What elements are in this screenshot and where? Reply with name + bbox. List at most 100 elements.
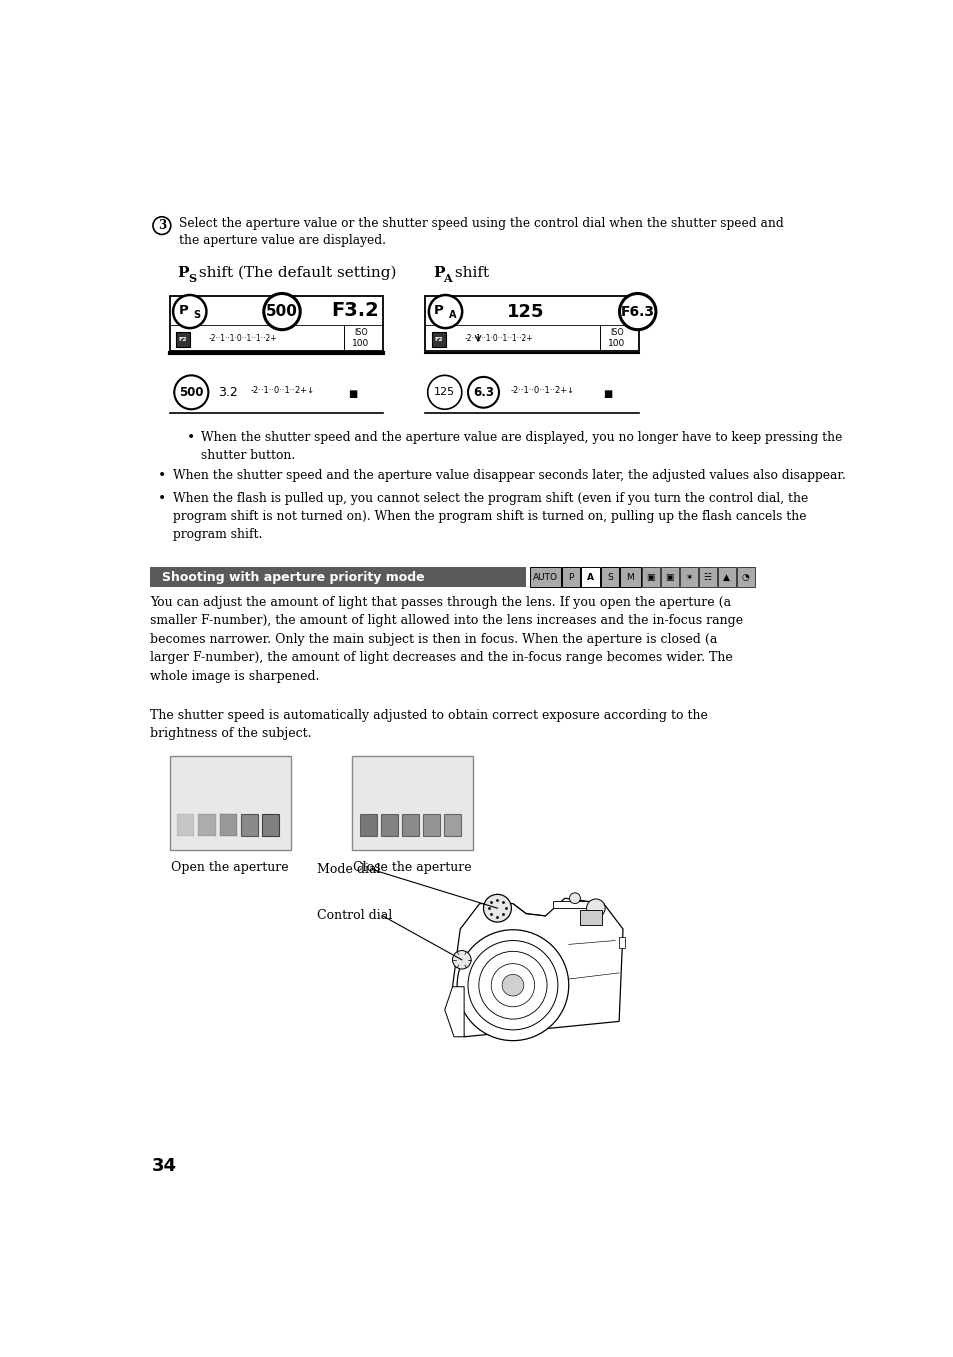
Circle shape <box>468 940 558 1030</box>
Bar <box>170 756 291 849</box>
Text: -2··1··1·0··1··1··2+: -2··1··1·0··1··1··2+ <box>464 334 533 343</box>
Text: F6.3: F6.3 <box>620 304 654 319</box>
Text: ▣: ▣ <box>664 573 673 582</box>
Text: P: P <box>568 573 573 582</box>
Bar <box>561 567 579 588</box>
Text: ■: ■ <box>348 389 356 399</box>
Text: 125: 125 <box>507 303 544 320</box>
Text: 500: 500 <box>179 385 203 399</box>
Bar <box>431 332 445 346</box>
Text: 500: 500 <box>266 304 297 319</box>
Text: Close the aperture: Close the aperture <box>353 862 471 874</box>
Text: Select the aperture value or the shutter speed using the control dial when the s: Select the aperture value or the shutter… <box>179 217 782 229</box>
Text: Mode dial: Mode dial <box>316 863 380 877</box>
Text: You can adjust the amount of light that passes through the lens. If you open the: You can adjust the amount of light that … <box>150 596 742 683</box>
Text: When the flash is pulled up, you cannot select the program shift (even if you tu: When the flash is pulled up, you cannot … <box>172 493 807 541</box>
Circle shape <box>429 294 461 328</box>
Text: P: P <box>178 304 188 318</box>
Bar <box>530 567 560 588</box>
Polygon shape <box>444 987 464 1037</box>
Text: When the shutter speed and the aperture value disappear seconds later, the adjus: When the shutter speed and the aperture … <box>172 470 844 482</box>
Text: P: P <box>433 266 444 280</box>
Polygon shape <box>452 898 622 1037</box>
Text: ✶: ✶ <box>684 573 692 582</box>
Text: 3.2: 3.2 <box>217 385 237 399</box>
Circle shape <box>569 893 579 904</box>
Text: ■: ■ <box>603 389 612 399</box>
Text: ISO: ISO <box>609 328 623 338</box>
Bar <box>150 567 525 588</box>
Text: S: S <box>606 573 612 582</box>
Bar <box>240 814 257 836</box>
Circle shape <box>264 293 300 330</box>
Text: S: S <box>193 309 200 320</box>
Circle shape <box>452 950 471 969</box>
Text: P: P <box>434 304 443 318</box>
Bar <box>736 567 754 588</box>
Text: A: A <box>586 573 594 582</box>
Bar <box>425 296 638 351</box>
Bar <box>641 567 659 588</box>
Bar <box>580 567 599 588</box>
Text: •: • <box>158 470 166 483</box>
Text: Open the aperture: Open the aperture <box>172 862 289 874</box>
Text: AUTO: AUTO <box>533 573 558 582</box>
Text: ▲: ▲ <box>722 573 729 582</box>
Circle shape <box>456 930 568 1041</box>
Text: -2··1··0··1··2+↓: -2··1··0··1··2+↓ <box>251 387 314 395</box>
Bar <box>380 814 397 836</box>
Bar <box>170 296 382 351</box>
Bar <box>352 756 472 849</box>
Text: -2··1··1·0··1··1··2+: -2··1··1·0··1··1··2+ <box>209 334 277 343</box>
Bar <box>198 814 215 836</box>
Circle shape <box>618 293 656 330</box>
Bar <box>717 567 735 588</box>
Text: 125: 125 <box>434 387 455 398</box>
Text: When the shutter speed and the aperture value are displayed, you no longer have : When the shutter speed and the aperture … <box>200 430 841 461</box>
Text: 100: 100 <box>608 339 625 349</box>
Circle shape <box>586 898 604 917</box>
Text: 6.3: 6.3 <box>473 385 494 399</box>
Text: M: M <box>626 573 634 582</box>
Text: •: • <box>187 430 194 445</box>
Circle shape <box>483 894 511 921</box>
Bar <box>599 567 618 588</box>
Circle shape <box>491 963 534 1007</box>
Text: the aperture value are displayed.: the aperture value are displayed. <box>179 233 386 247</box>
Text: Control dial: Control dial <box>316 909 392 923</box>
Bar <box>261 814 278 836</box>
Circle shape <box>501 974 523 996</box>
Text: 34: 34 <box>152 1158 176 1175</box>
Bar <box>619 567 640 588</box>
Bar <box>618 936 624 949</box>
Bar <box>219 814 236 836</box>
Text: ◔: ◔ <box>740 573 749 582</box>
Bar <box>579 909 601 925</box>
Bar <box>679 567 697 588</box>
Text: ☵: ☵ <box>702 573 711 582</box>
Bar <box>177 814 194 836</box>
Text: shift: shift <box>450 266 489 280</box>
Bar <box>401 814 418 836</box>
Text: A: A <box>443 273 452 284</box>
Text: ISO: ISO <box>354 328 368 338</box>
Text: 3: 3 <box>157 218 166 232</box>
Bar <box>175 332 190 346</box>
Text: A: A <box>448 309 456 320</box>
Text: 100: 100 <box>352 339 370 349</box>
Bar <box>443 814 460 836</box>
Text: -2··1··0··1··2+↓: -2··1··0··1··2+↓ <box>510 387 574 395</box>
Bar <box>659 567 679 588</box>
Text: P: P <box>177 266 189 280</box>
Bar <box>698 567 716 588</box>
Text: F3.2: F3.2 <box>331 301 378 320</box>
Text: The shutter speed is automatically adjusted to obtain correct exposure according: The shutter speed is automatically adjus… <box>150 708 707 741</box>
Bar <box>422 814 439 836</box>
Circle shape <box>478 951 546 1019</box>
Text: •: • <box>158 493 166 506</box>
Text: F2: F2 <box>434 337 442 342</box>
Text: F2: F2 <box>178 337 187 342</box>
Text: ▣: ▣ <box>646 573 654 582</box>
Bar <box>553 901 592 908</box>
Bar <box>359 814 376 836</box>
